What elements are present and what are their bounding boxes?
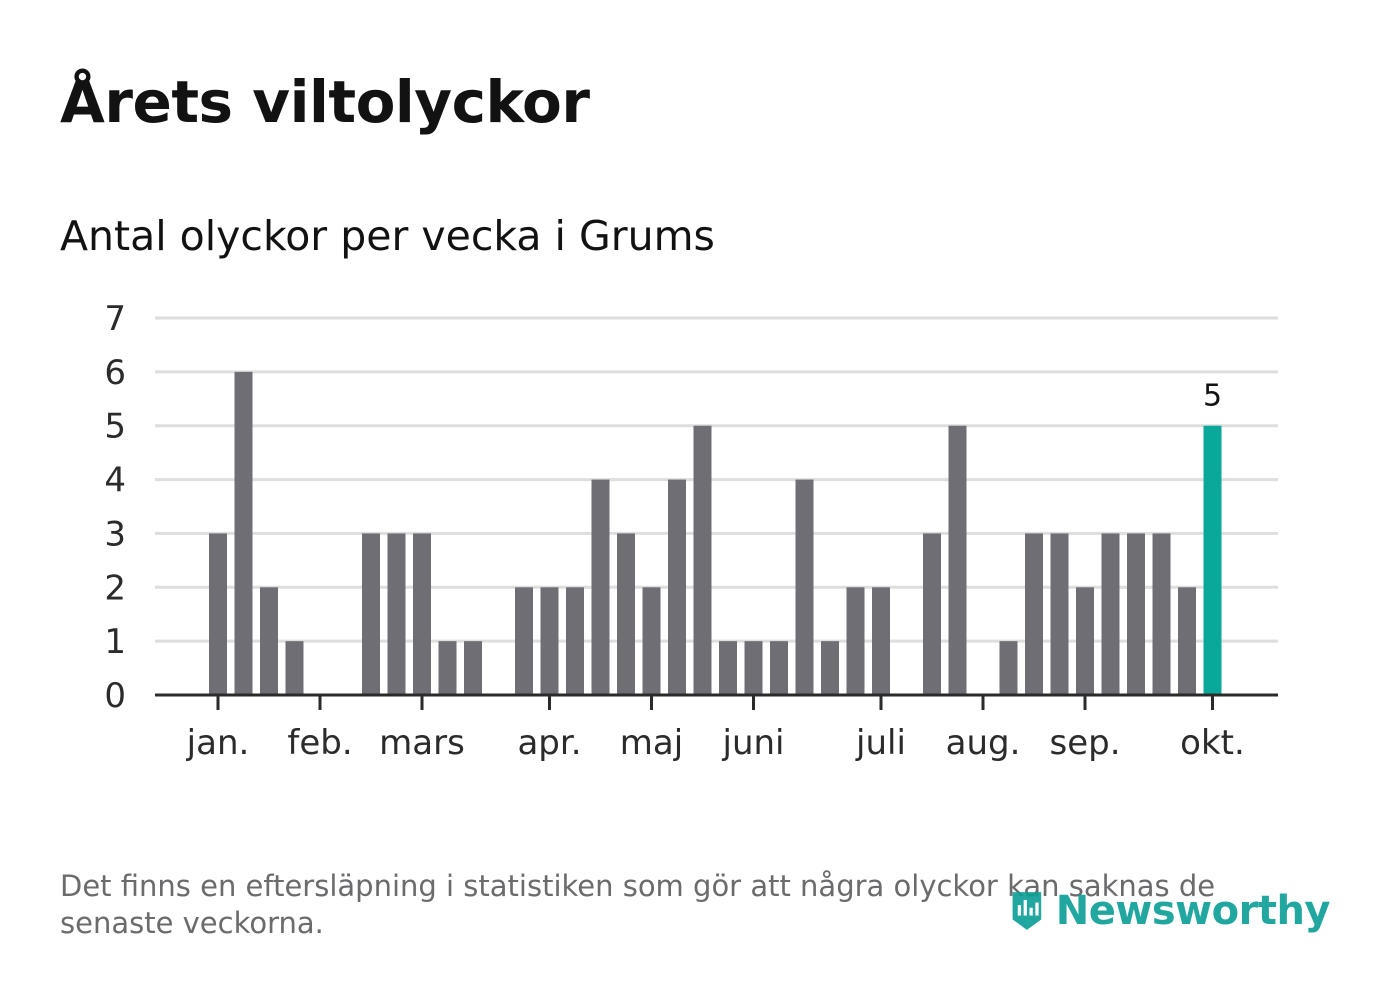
- x-tick-label: jan.: [186, 723, 250, 763]
- bar: [234, 371, 253, 695]
- bar: [770, 641, 788, 695]
- bar: [438, 641, 457, 695]
- x-tick-label: juni: [722, 723, 785, 763]
- bar-highlight: [1203, 425, 1222, 695]
- bar-chart: 0 1 2 3 4 5 6 7 5 jan. feb. mars apr. maj juni juli aug.…: [104, 299, 1278, 763]
- bar: [1178, 587, 1196, 695]
- x-tick-label: apr.: [517, 723, 581, 763]
- axes: [155, 693, 1278, 710]
- bar: [387, 533, 406, 695]
- bar: [285, 641, 304, 695]
- bar: [668, 479, 686, 695]
- chart-subtitle: Antal olyckor per vecka i Grums: [60, 212, 715, 260]
- bar: [872, 587, 890, 695]
- y-tick-label: 3: [104, 514, 126, 554]
- bar: [464, 641, 482, 695]
- data-label: 5: [1203, 379, 1222, 414]
- y-tick-label: 0: [104, 676, 126, 716]
- bar: [1152, 533, 1171, 695]
- bar: [1025, 533, 1043, 695]
- y-tick-label: 5: [104, 407, 126, 447]
- x-tick-label: okt.: [1180, 723, 1245, 763]
- bar: [719, 641, 737, 695]
- y-tick-label: 2: [104, 568, 126, 608]
- logo-text: Newsworthy: [1055, 888, 1331, 934]
- x-tick-label: maj: [620, 723, 683, 763]
- bar: [617, 533, 635, 695]
- bar: [362, 533, 380, 695]
- x-tick-label: aug.: [946, 723, 1021, 763]
- bar: [566, 587, 584, 695]
- bars: [209, 371, 1222, 695]
- bar: [1076, 587, 1094, 695]
- bar: [948, 425, 967, 695]
- bar: [821, 641, 839, 695]
- bar: [1101, 533, 1120, 695]
- bar: [693, 425, 712, 695]
- y-tick-label: 6: [104, 353, 126, 393]
- y-tick-label: 7: [104, 299, 126, 339]
- bar: [1127, 533, 1145, 695]
- bar: [999, 641, 1018, 695]
- bar: [515, 587, 533, 695]
- bar: [1050, 533, 1069, 695]
- bar: [795, 479, 814, 695]
- x-tick-label: feb.: [287, 723, 352, 763]
- newsworthy-logo: Newsworthy: [1010, 876, 1331, 946]
- x-tick-label: juli: [855, 723, 906, 763]
- y-tick-label: 4: [104, 461, 126, 501]
- tick-labels: 0 1 2 3 4 5 6 7 5 jan. feb. mars apr. maj juni juli aug.…: [104, 299, 1244, 763]
- bar: [846, 587, 865, 695]
- bar: [744, 641, 763, 695]
- chart-title: Årets viltolyckor: [60, 68, 590, 136]
- logo-badge-icon: [1012, 892, 1042, 930]
- bar: [642, 587, 661, 695]
- bar: [260, 587, 278, 695]
- x-tick-label: sep.: [1049, 723, 1120, 763]
- y-tick-label: 1: [104, 622, 126, 662]
- bar: [209, 533, 227, 695]
- gridlines: [155, 316, 1278, 643]
- bar: [591, 479, 610, 695]
- bar: [540, 587, 559, 695]
- bar: [923, 533, 941, 695]
- bar: [413, 533, 431, 695]
- x-tick-label: mars: [379, 723, 465, 763]
